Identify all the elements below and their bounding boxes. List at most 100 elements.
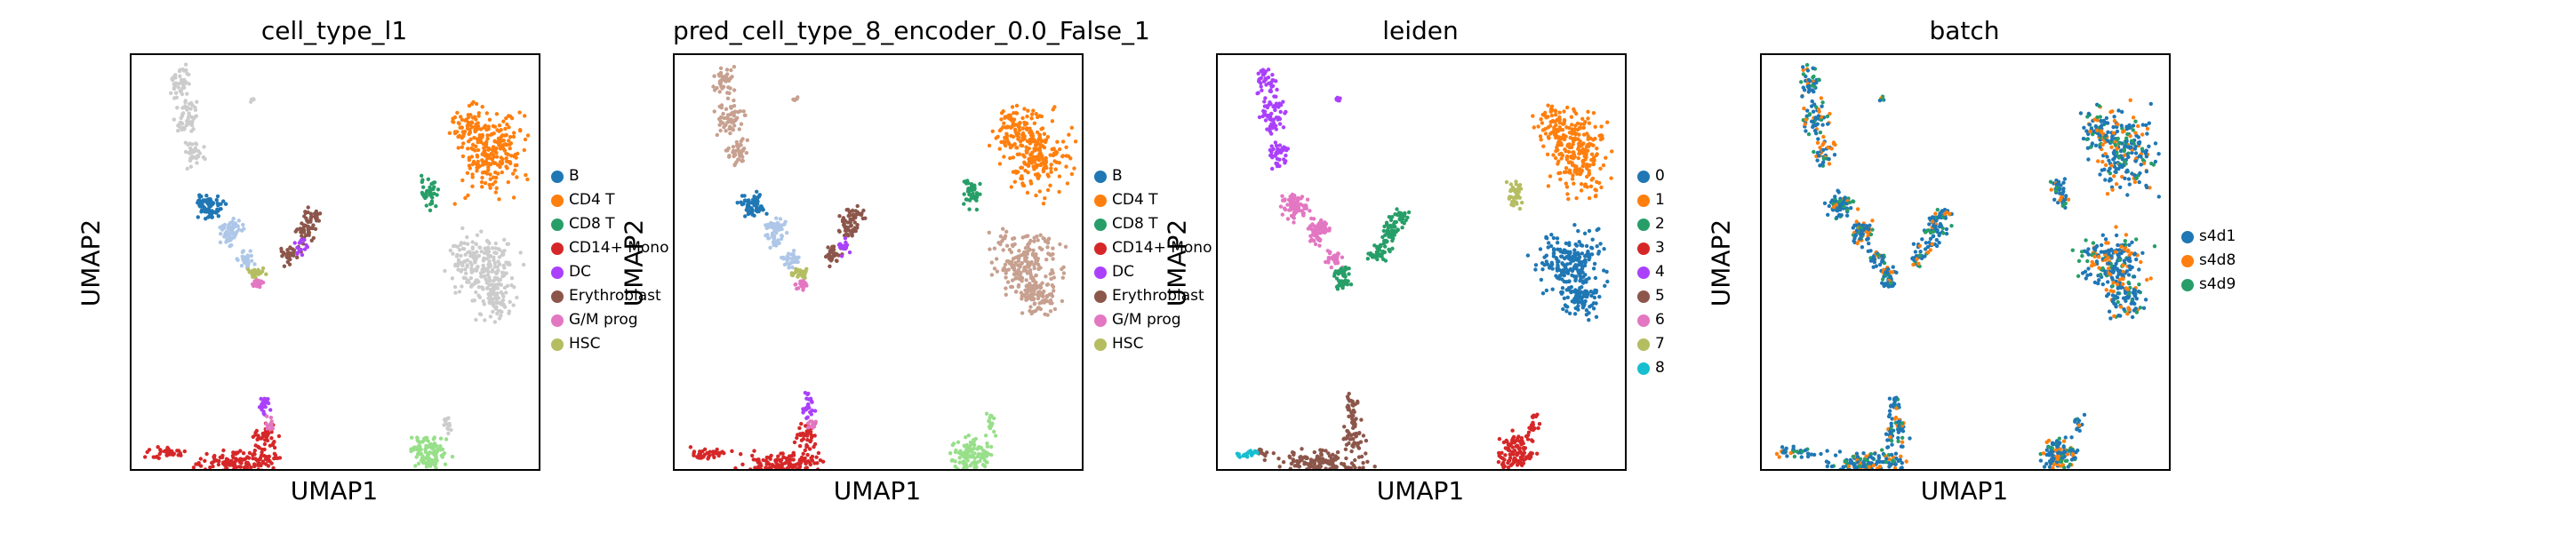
scatter-point: [266, 464, 271, 468]
scatter-point: [813, 419, 818, 424]
scatter-point: [1375, 253, 1380, 259]
scatter-point: [1880, 281, 1884, 285]
scatter-point: [469, 268, 474, 274]
scatter-point: [239, 457, 244, 462]
scatter-point: [474, 317, 478, 322]
scatter-point: [189, 115, 195, 120]
scatter-point: [472, 298, 476, 303]
scatter-point: [157, 451, 162, 457]
scatter-point: [721, 111, 725, 116]
scatter-point: [506, 242, 511, 246]
scatter-point: [1891, 265, 1895, 269]
scatter-point: [1564, 149, 1568, 154]
scatter-point: [958, 449, 963, 453]
scatter-point: [1829, 147, 1834, 151]
scatter-point: [953, 464, 957, 469]
scatter-point: [292, 253, 296, 258]
scatter-point: [521, 262, 526, 267]
scatter-point: [769, 224, 773, 229]
scatter-point: [985, 442, 989, 446]
scatter-point: [1855, 207, 1860, 211]
scatter-point: [1014, 103, 1020, 108]
scatter-point: [492, 265, 498, 269]
scatter-point: [783, 461, 788, 465]
scatter-point: [1298, 455, 1302, 460]
scatter-point: [470, 184, 475, 188]
scatter-point: [809, 438, 813, 442]
scatter-point: [1284, 159, 1288, 163]
scatter-point: [1017, 152, 1022, 156]
scatter-point: [1880, 254, 1884, 259]
scatter-point: [1564, 262, 1570, 266]
scatter-point: [436, 447, 440, 451]
scatter-point: [188, 141, 192, 146]
scatter-point: [473, 258, 477, 263]
scatter-point: [1012, 117, 1017, 122]
scatter-point: [1853, 223, 1859, 227]
legend-marker: [1094, 290, 1107, 303]
scatter-point: [474, 278, 478, 282]
scatter-point: [1540, 267, 1545, 272]
scatter-point: [1264, 113, 1268, 117]
scatter-point: [1026, 108, 1030, 113]
scatter-point: [1934, 219, 1939, 223]
scatter-point: [1285, 217, 1291, 221]
scatter-point: [779, 457, 784, 462]
scatter-point: [220, 224, 225, 228]
scatter-point: [1533, 267, 1538, 272]
scatter-point: [478, 271, 484, 275]
scatter-point: [1012, 242, 1017, 247]
scatter-point: [457, 248, 462, 252]
scatter-point: [1609, 176, 1613, 180]
scatter-point: [175, 449, 180, 453]
scatter-point: [504, 151, 508, 156]
scatter-point: [500, 161, 505, 165]
scatter-point: [755, 189, 759, 194]
scatter-point: [1365, 459, 1370, 464]
scatter-point: [249, 259, 254, 263]
scatter-point: [724, 79, 728, 84]
scatter-point: [730, 110, 735, 115]
scatter-point: [1566, 279, 1571, 283]
scatter-point: [974, 198, 979, 203]
scatter-point: [1050, 119, 1055, 123]
scatter-point: [1327, 227, 1332, 231]
scatter-point: [1009, 185, 1013, 189]
scatter-point: [1001, 227, 1005, 231]
scatter-point: [1580, 264, 1585, 268]
scatter-point: [778, 225, 783, 229]
scatter-point: [1273, 107, 1277, 113]
scatter-point: [227, 223, 231, 227]
scatter-point: [1045, 187, 1051, 193]
scatter-point: [189, 123, 195, 128]
scatter-point: [443, 418, 448, 423]
scatter-point: [481, 263, 485, 268]
scatter-point: [2131, 123, 2136, 128]
scatter-point: [1278, 109, 1283, 115]
scatter-point: [1008, 155, 1012, 161]
legend-marker: [1094, 219, 1107, 231]
scatter-point: [1544, 115, 1548, 120]
scatter-point: [1037, 132, 1042, 138]
scatter-point: [727, 154, 732, 158]
scatter-point: [1024, 283, 1029, 288]
scatter-point: [1313, 242, 1318, 247]
scatter-point: [1886, 266, 1891, 272]
scatter-point: [992, 429, 996, 434]
scatter-point: [1319, 452, 1324, 457]
scatter-point: [1543, 110, 1548, 115]
scatter-point: [249, 253, 253, 259]
scatter-point: [1275, 87, 1279, 92]
scatter-point: [790, 273, 796, 277]
scatter-point: [523, 114, 527, 118]
scatter-point: [1031, 252, 1036, 257]
scatter-point: [812, 434, 817, 438]
scatter-point: [724, 68, 730, 72]
scatter-point: [1045, 238, 1051, 243]
scatter-point: [468, 260, 473, 265]
scatter-point: [1844, 202, 1849, 206]
scatter-point: [262, 442, 268, 447]
scatter-point: [196, 462, 201, 466]
scatter-point: [1820, 123, 1825, 127]
scatter-point: [1565, 192, 1570, 196]
